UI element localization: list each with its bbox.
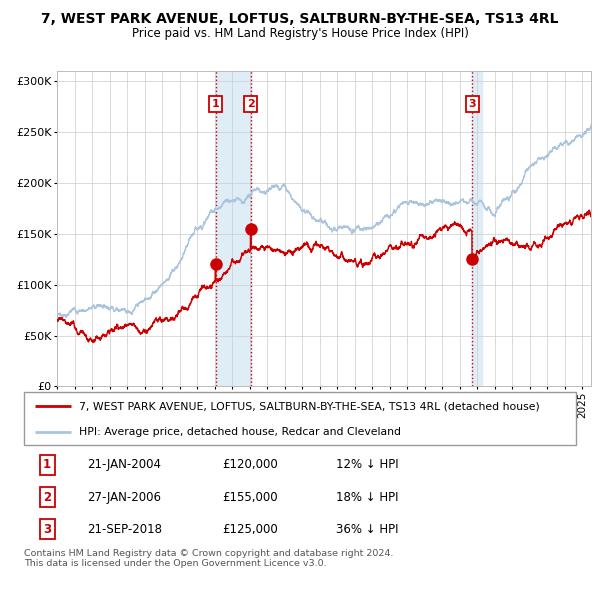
Text: £125,000: £125,000 — [223, 523, 278, 536]
Text: 21-SEP-2018: 21-SEP-2018 — [88, 523, 163, 536]
Text: 7, WEST PARK AVENUE, LOFTUS, SALTBURN-BY-THE-SEA, TS13 4RL (detached house): 7, WEST PARK AVENUE, LOFTUS, SALTBURN-BY… — [79, 401, 540, 411]
Text: HPI: Average price, detached house, Redcar and Cleveland: HPI: Average price, detached house, Redc… — [79, 427, 401, 437]
Text: 27-JAN-2006: 27-JAN-2006 — [88, 490, 161, 504]
Text: 3: 3 — [43, 523, 51, 536]
Text: 18% ↓ HPI: 18% ↓ HPI — [336, 490, 398, 504]
Text: £120,000: £120,000 — [223, 458, 278, 471]
Text: 12% ↓ HPI: 12% ↓ HPI — [336, 458, 398, 471]
Text: 21-JAN-2004: 21-JAN-2004 — [88, 458, 161, 471]
Bar — [215, 71, 251, 386]
Text: 1: 1 — [43, 458, 51, 471]
Text: 7, WEST PARK AVENUE, LOFTUS, SALTBURN-BY-THE-SEA, TS13 4RL: 7, WEST PARK AVENUE, LOFTUS, SALTBURN-BY… — [41, 12, 559, 26]
Bar — [472, 71, 482, 386]
Text: Price paid vs. HM Land Registry's House Price Index (HPI): Price paid vs. HM Land Registry's House … — [131, 27, 469, 40]
Text: 2: 2 — [43, 490, 51, 504]
Text: Contains HM Land Registry data © Crown copyright and database right 2024.
This d: Contains HM Land Registry data © Crown c… — [24, 549, 394, 568]
Text: 1: 1 — [212, 99, 220, 109]
Text: 3: 3 — [469, 99, 476, 109]
Text: 36% ↓ HPI: 36% ↓ HPI — [336, 523, 398, 536]
Text: 2: 2 — [247, 99, 254, 109]
Text: £155,000: £155,000 — [223, 490, 278, 504]
FancyBboxPatch shape — [24, 392, 576, 445]
